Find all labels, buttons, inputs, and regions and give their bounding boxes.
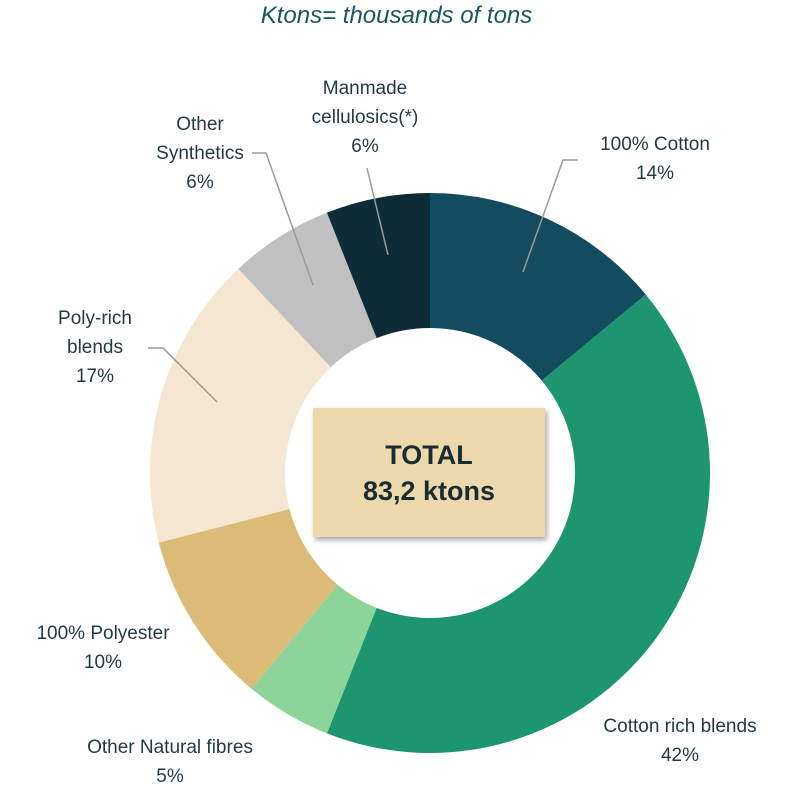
value-label: 6% xyxy=(186,172,214,193)
donut-slice xyxy=(326,193,430,339)
leader-line xyxy=(522,159,578,273)
leader-line xyxy=(148,347,218,403)
slice-label: 100% Cotton 14% xyxy=(575,130,735,188)
donut-slice xyxy=(326,294,711,753)
slice-label: 100% Polyester 10% xyxy=(0,619,206,677)
slice-label: Cotton rich blends 42% xyxy=(575,712,785,770)
chart-title: Ktons= thousands of tons xyxy=(260,2,533,29)
category-label: 100% Polyester xyxy=(36,623,170,644)
center-text: TOTAL xyxy=(385,439,473,470)
value-label: 14% xyxy=(635,163,675,184)
category-label: Poly-rich blends xyxy=(58,308,132,358)
leader-lines xyxy=(148,152,578,403)
center-box: TOTAL 83,2 ktons xyxy=(313,408,545,537)
value-label: 42% xyxy=(660,745,700,766)
category-label: Manmade cellulosics(*) xyxy=(311,78,419,128)
donut-slice xyxy=(251,584,377,734)
leader-line xyxy=(366,167,389,256)
value-label: 5% xyxy=(156,766,184,787)
category-label: 100% Cotton xyxy=(600,134,710,155)
donut-slice xyxy=(150,268,331,543)
slice-label: Other Natural fibres 5% xyxy=(40,733,300,787)
donut-slice xyxy=(430,193,646,381)
leader-line xyxy=(252,152,314,286)
category-label: Other Synthetics xyxy=(156,114,244,164)
slice-label: Other Synthetics 6% xyxy=(145,110,255,197)
value-label: 17% xyxy=(75,366,115,387)
value-label: 10% xyxy=(83,652,123,673)
donut-slice xyxy=(238,212,377,368)
slice-label: Manmade cellulosics(*) 6% xyxy=(290,74,440,161)
center-text: 83,2 ktons xyxy=(362,475,496,506)
slice-label: Poly-rich blends 17% xyxy=(40,304,150,391)
category-label: Cotton rich blends xyxy=(603,716,757,737)
donut-slice xyxy=(158,509,338,689)
value-label: 6% xyxy=(351,136,379,157)
category-label: Other Natural fibres xyxy=(87,737,253,758)
